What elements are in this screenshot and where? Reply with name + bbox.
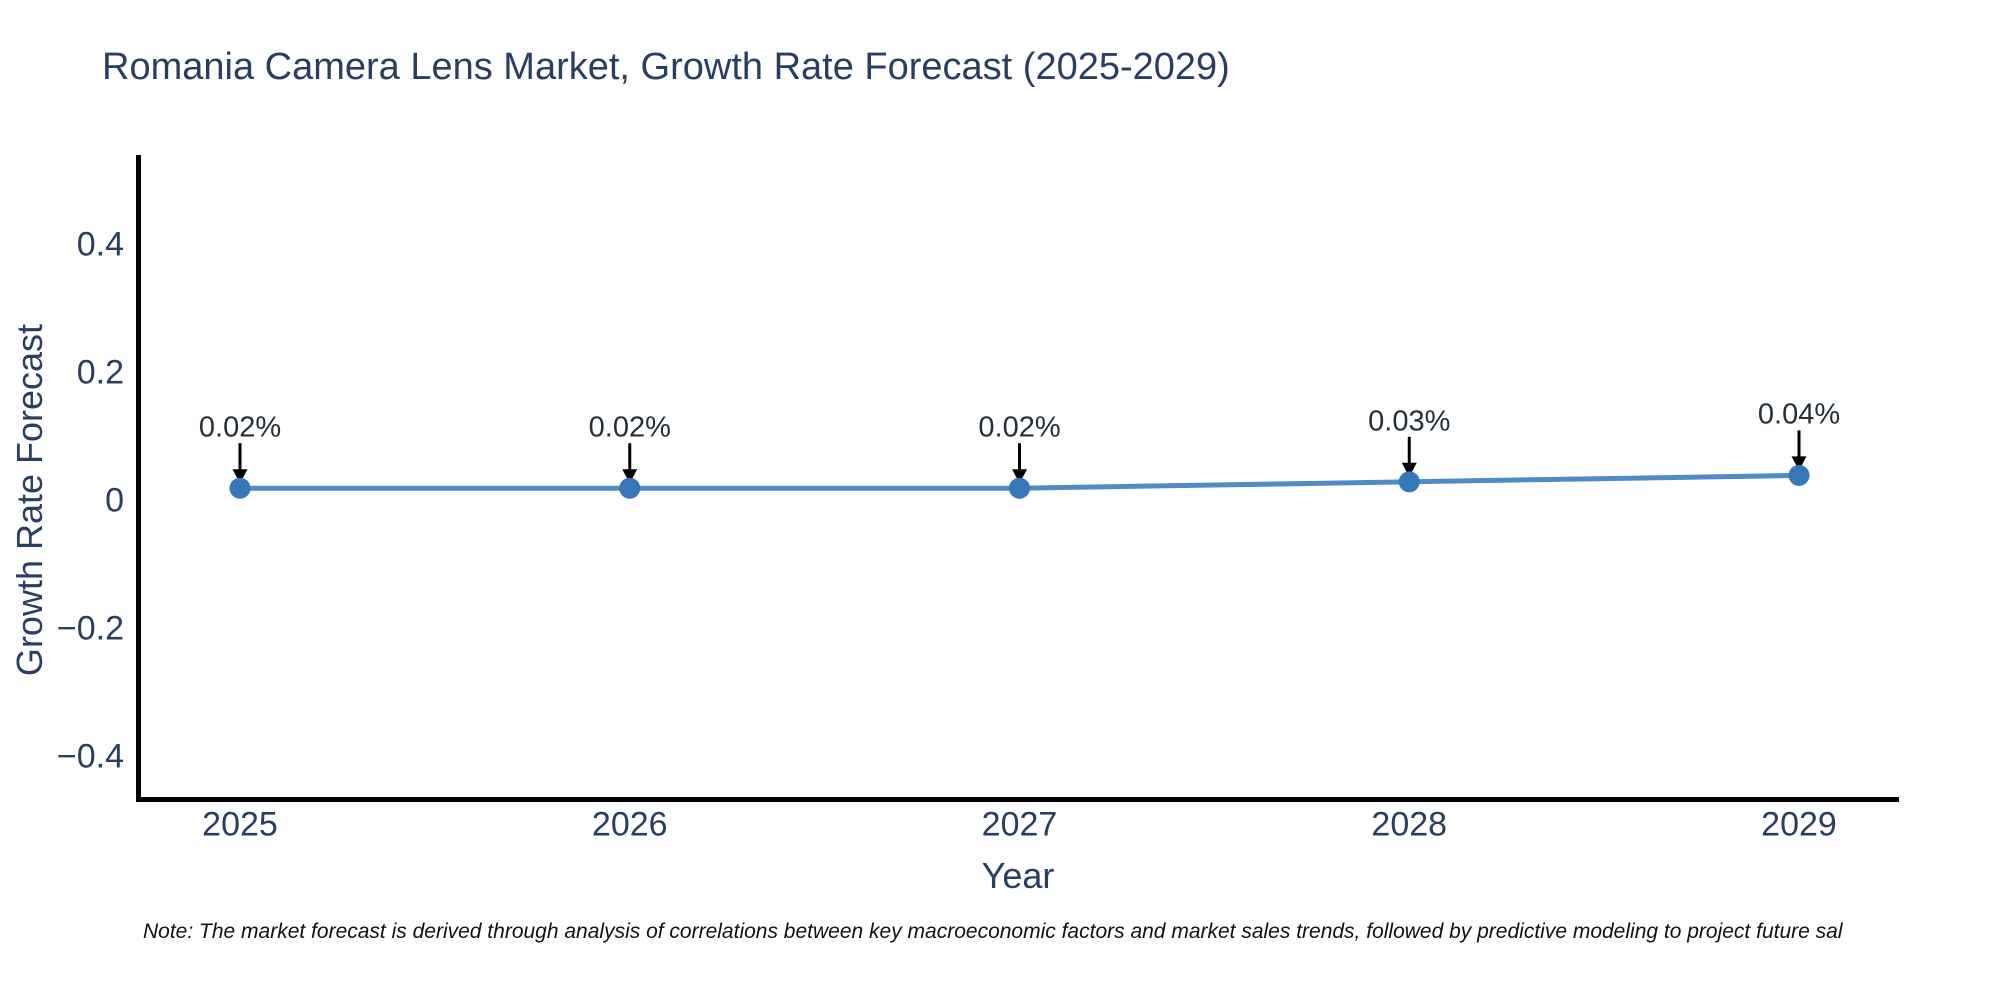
x-tick-label: 2028 — [1371, 805, 1448, 844]
annotation-arrowhead — [1791, 456, 1807, 471]
y-axis — [136, 155, 141, 802]
data-point-marker — [619, 477, 641, 499]
x-tick-label: 2026 — [591, 805, 668, 844]
point-label: 0.02% — [588, 411, 671, 444]
data-point-marker — [1398, 471, 1420, 493]
y-tick-label: −0.2 — [56, 609, 124, 648]
data-point-marker — [1788, 464, 1810, 486]
y-tick-label: −0.4 — [56, 737, 124, 776]
annotation-arrowhead — [622, 469, 638, 484]
y-tick-label: 0 — [105, 481, 124, 520]
point-label: 0.02% — [978, 411, 1061, 444]
x-tick-label: 2025 — [202, 805, 278, 844]
annotation-arrowhead — [1401, 462, 1417, 477]
x-tick-label: 2029 — [1761, 805, 1837, 844]
annotation-arrowhead — [1012, 469, 1027, 484]
y-tick-label: 0.2 — [76, 353, 124, 392]
point-label: 0.04% — [1757, 398, 1841, 431]
x-axis-title: Year — [981, 855, 1055, 896]
data-point-marker — [1009, 477, 1030, 499]
y-tick-label: 0.4 — [76, 225, 124, 264]
chart-title: Romania Camera Lens Market, Growth Rate … — [102, 46, 1230, 88]
annotation-arrowhead — [232, 469, 248, 484]
x-tick-label: 2027 — [981, 805, 1058, 844]
point-label: 0.02% — [198, 411, 282, 444]
footnote: Note: The market forecast is derived thr… — [143, 920, 1843, 943]
point-label: 0.03% — [1368, 405, 1451, 438]
data-point-marker — [229, 477, 251, 499]
x-axis — [136, 797, 1899, 802]
